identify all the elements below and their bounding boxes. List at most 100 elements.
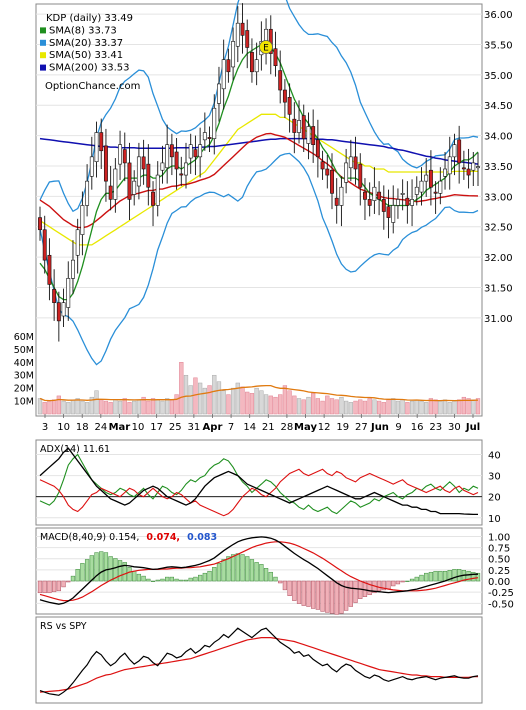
candle-body [419,180,424,193]
candle-body [325,168,330,176]
volume-bar [353,400,358,415]
date-tick-label: May [294,422,317,433]
candle-body [174,151,179,170]
macd-histogram-bar [127,567,132,582]
candle-body [179,173,184,176]
candle-body [221,59,226,90]
volume-bar [136,399,142,415]
macd-histogram-bar [226,556,231,582]
candle-body [160,162,165,171]
macd-histogram-bar [188,577,193,582]
macd-histogram-bar [122,562,127,582]
price-tick-label: 31.50 [484,283,513,294]
volume-tick-label: 50M [14,345,34,356]
candle-body [443,168,447,177]
macd-histogram-bar [70,575,76,582]
price-tick-label: 32.50 [484,223,513,234]
macd-signal-value: 0.074, [146,532,180,543]
candle-body [202,132,207,141]
macd-histogram-bar [475,572,481,582]
date-tick-label: 30 [448,422,461,433]
candle-body [476,166,480,169]
volume-bar [75,398,80,415]
macd-histogram-bar [113,558,118,582]
macd-histogram-bar [457,569,462,582]
macd-histogram-bar [179,579,184,582]
candle-body [315,139,320,158]
volume-bar [367,398,372,415]
candlesticks [38,3,480,342]
date-tick-label: Mar [109,422,131,433]
candle-body [193,149,198,158]
macd-histogram-bar [287,580,292,596]
candle-body [240,22,245,36]
volume-bar [438,400,443,415]
volume-bar [193,377,198,415]
volume-bar [254,387,259,415]
candle-body [254,59,259,73]
macd-tick-label: 0.00 [488,577,510,588]
volume-bar [263,394,269,415]
volume-bar [66,402,71,415]
candle-body [118,144,123,165]
macd-histogram-bar [174,578,179,582]
volume-bar [146,400,151,415]
volume-bar [292,395,297,415]
volume-bar [47,400,52,415]
macd-histogram-bar [99,551,104,582]
macd-histogram-bar [216,563,222,582]
volume-tick-label: 20M [14,384,34,395]
macd-histogram-bar [155,579,160,582]
volume-bar [301,399,306,415]
macd-histogram-bar [160,578,165,582]
macd-histogram-bar [438,570,443,582]
macd-histogram-bar [442,570,448,582]
macd-line [39,536,479,605]
volume-bar [282,385,288,415]
volume-bar [381,402,386,415]
macd-histogram-bar [339,580,344,614]
legend-swatch [40,39,46,46]
macd-histogram-bar [381,580,386,591]
candle-body [461,167,466,170]
volume-bar [122,398,127,415]
volume-bar [400,399,405,415]
volume-bar [183,374,189,415]
volume-bar [442,399,448,415]
adx-tick-label: 20 [488,493,501,504]
candle-body [400,193,405,195]
watermark: OptionChance.com [45,81,140,92]
candle-body [122,149,127,164]
adx-line [39,447,478,516]
upper-band-line [39,0,479,213]
candle-body [405,197,410,206]
date-tick-label: 10 [132,422,145,433]
macd-histogram-bar [452,569,457,582]
macd-histogram-bar [132,570,137,582]
volume-axis: 60M 50M 40M 30M 20M 10M [14,332,34,408]
volume-bar [320,400,325,415]
candle-body [438,180,443,194]
legend-entry: SMA(200) 33.53 [49,63,130,74]
price-tick-label: 32.00 [484,253,513,264]
macd-tick-label: -0.25 [488,588,514,599]
macd-histogram-bar [221,559,226,582]
macd-histogram-bar [367,580,372,596]
adx-lines [39,447,479,517]
macd-histogram-bar [240,554,245,582]
candle-body [38,217,42,231]
legend-swatch [40,52,46,59]
volume-bar [325,395,330,415]
date-tick-label: Jul [465,422,480,433]
candle-body [71,259,75,279]
rs-lines [39,627,479,696]
volume-bar [287,390,292,415]
candle-body [108,185,113,200]
date-tick-label: 9 [395,422,401,433]
long-ma-red-line [39,132,479,229]
volume-bar [42,402,47,415]
macd-histogram-bar [268,571,273,582]
macd-label-value: MACD(8,40,9) 0.154, [40,532,139,543]
